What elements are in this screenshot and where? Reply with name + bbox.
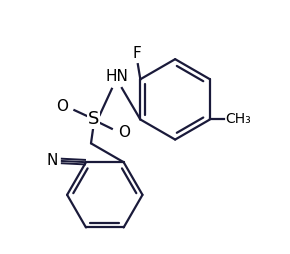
- Text: N: N: [46, 153, 58, 168]
- Text: S: S: [88, 110, 99, 129]
- Text: HN: HN: [106, 69, 129, 84]
- Text: CH₃: CH₃: [225, 113, 251, 126]
- Text: F: F: [133, 46, 142, 61]
- Text: O: O: [56, 99, 68, 114]
- Text: O: O: [118, 124, 130, 139]
